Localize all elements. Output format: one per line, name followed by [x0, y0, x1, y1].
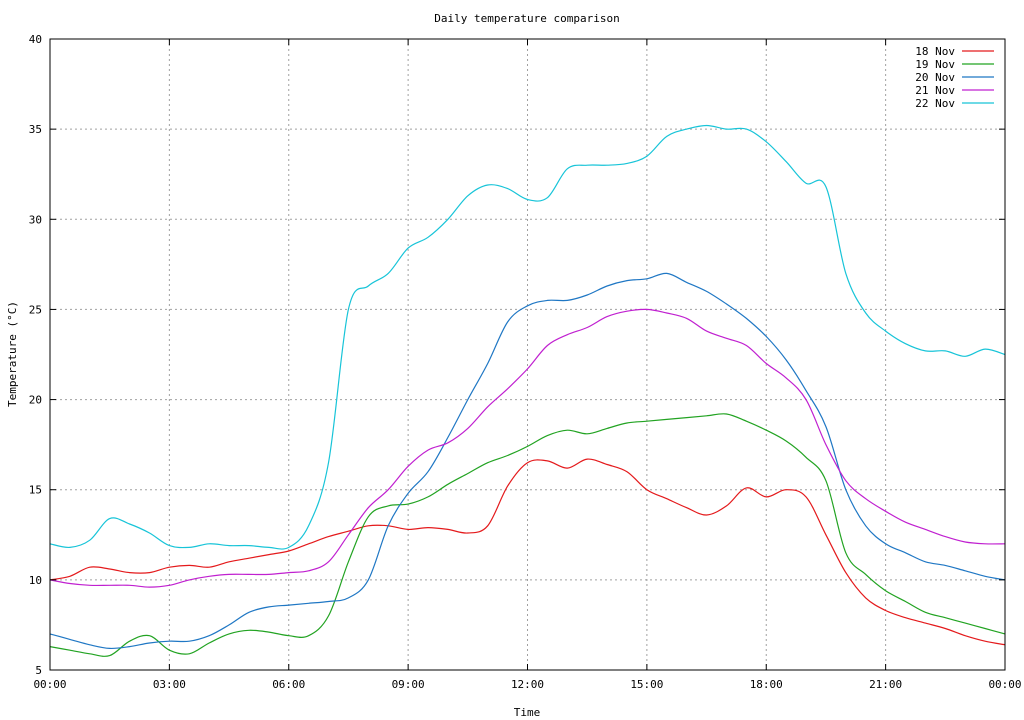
x-tick-label: 12:00 [511, 678, 544, 691]
series-line-19-nov [49, 413, 1006, 657]
y-axis-label: Temperature (°C) [6, 301, 19, 407]
x-tick-label: 00:00 [33, 678, 66, 691]
x-tick-label: 06:00 [272, 678, 305, 691]
y-tick-label: 40 [29, 33, 42, 46]
series-line-22-nov [49, 124, 1006, 550]
grid-lines [50, 39, 1005, 670]
y-tick-label: 35 [29, 123, 42, 136]
x-axis-label: Time [514, 706, 541, 719]
series-lines [49, 124, 1006, 657]
legend-label: 19 Nov [915, 58, 955, 71]
x-tick-label: 00:00 [988, 678, 1021, 691]
legend-label: 22 Nov [915, 97, 955, 110]
y-tick-label: 30 [29, 213, 42, 226]
x-tick-label: 21:00 [869, 678, 902, 691]
y-tick-label: 10 [29, 574, 42, 587]
x-tick-label: 15:00 [630, 678, 663, 691]
legend-label: 18 Nov [915, 45, 955, 58]
legend-label: 20 Nov [915, 71, 955, 84]
y-tick-label: 5 [35, 664, 42, 677]
legend-label: 21 Nov [915, 84, 955, 97]
x-tick-label: 18:00 [750, 678, 783, 691]
x-tick-label: 09:00 [392, 678, 425, 691]
y-tick-label: 25 [29, 303, 42, 316]
y-tick-label: 15 [29, 484, 42, 497]
series-line-20-nov [49, 272, 1006, 650]
series-line-21-nov [49, 308, 1006, 588]
x-tick-label: 03:00 [153, 678, 186, 691]
axis-ticks: 00:00 03:00 06:00 09:00 12:00 15:00 18:00 21:00… [29, 33, 1022, 691]
series-line-18-nov [49, 458, 1006, 646]
chart-title: Daily temperature comparison [434, 12, 619, 25]
y-tick-label: 20 [29, 394, 42, 407]
